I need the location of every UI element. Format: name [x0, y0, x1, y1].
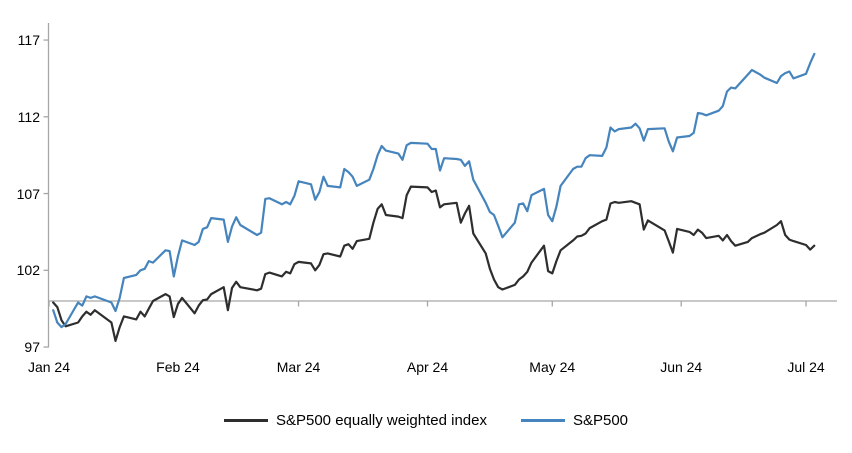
x-tick-label: Jan 24 [27, 359, 71, 375]
series-line-sp500-equal-weight [52, 185, 816, 342]
legend-label: S&P500 equally weighted index [275, 412, 487, 429]
legend-label: S&P500 [572, 412, 629, 429]
x-tick-label: Apr 24 [406, 359, 449, 375]
legend-item: S&P500 equally weighted index [223, 412, 487, 429]
chart-legend: S&P500 equally weighted index S&P500 [0, 412, 852, 429]
x-tick-label: Jun 24 [660, 359, 703, 375]
axis-ticks [43, 39, 807, 348]
x-tick-label: Feb 24 [156, 359, 200, 375]
y-tick-label: 97 [24, 339, 40, 356]
legend-line-swatch [520, 419, 565, 422]
data-series-lines [52, 52, 816, 342]
legend-item: S&P500 [520, 412, 629, 429]
y-tick-label: 117 [17, 32, 40, 49]
x-tick-label: Mar 24 [276, 359, 321, 375]
y-tick-label: 102 [16, 262, 40, 279]
x-tick-label: Jul 24 [787, 359, 825, 375]
x-tick-label: May 24 [529, 359, 576, 375]
legend-line-swatch [223, 419, 268, 422]
y-tick-label: 107 [16, 185, 40, 202]
y-tick-label: 112 [17, 108, 40, 125]
series-line-sp500 [52, 52, 816, 329]
